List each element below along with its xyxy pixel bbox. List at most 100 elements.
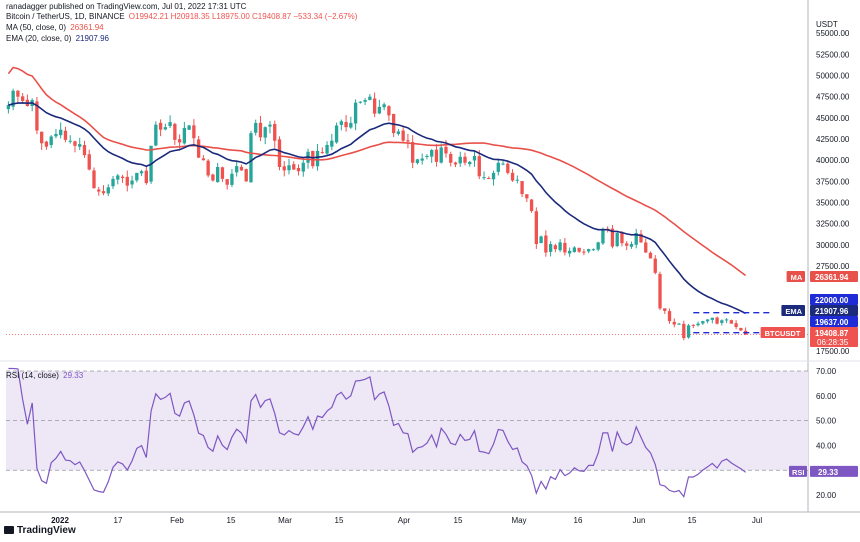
candle-body bbox=[501, 163, 505, 165]
candle-body bbox=[577, 247, 581, 252]
candle-body bbox=[658, 273, 662, 309]
candle-body bbox=[116, 175, 120, 180]
candle-body bbox=[154, 124, 158, 146]
price-axis-countdown: 06:28:35 bbox=[817, 338, 849, 347]
ema-legend-label: EMA (20, close, 0) bbox=[6, 34, 72, 43]
rsi-axis-badge bbox=[810, 465, 858, 477]
candle-body bbox=[63, 130, 68, 140]
price-tick-label: 37500.00 bbox=[816, 177, 850, 186]
candle-body bbox=[591, 249, 596, 251]
price-tick-label: 35000.00 bbox=[816, 199, 850, 208]
candle-body bbox=[6, 105, 11, 110]
candle-body bbox=[477, 156, 481, 177]
candle-body bbox=[353, 102, 358, 124]
candle-body bbox=[144, 170, 148, 184]
indicator-tag bbox=[781, 305, 805, 316]
candle-body bbox=[196, 139, 201, 158]
candle-body bbox=[686, 325, 691, 338]
candle-body bbox=[496, 162, 500, 172]
candle-body bbox=[453, 162, 458, 165]
time-tick-label: Apr bbox=[398, 516, 411, 525]
candle-body bbox=[215, 166, 220, 183]
candle-body bbox=[691, 324, 695, 326]
candle-body bbox=[634, 233, 638, 245]
candle-body bbox=[173, 123, 177, 140]
candle-body bbox=[458, 156, 462, 164]
candle-body bbox=[653, 258, 657, 273]
price-axis-badge bbox=[810, 327, 858, 347]
candle-body bbox=[330, 140, 334, 147]
price-axis-badge-value: 21907.96 bbox=[815, 307, 849, 316]
candle-body bbox=[244, 169, 248, 182]
ma-legend-value: 26361.94 bbox=[70, 23, 104, 32]
candle-body bbox=[548, 244, 553, 252]
rsi-line bbox=[8, 367, 746, 499]
candle-body bbox=[206, 160, 210, 176]
indicator-tag-label: BTCUSDT bbox=[765, 329, 801, 338]
candle-body bbox=[372, 98, 377, 114]
candle-body bbox=[696, 323, 700, 326]
candle-body bbox=[434, 149, 439, 162]
candle-body bbox=[163, 127, 168, 130]
candle-body bbox=[11, 90, 15, 107]
candle-body bbox=[59, 129, 63, 136]
price-axis-badge-value: 26361.94 bbox=[815, 273, 849, 282]
candle-body bbox=[449, 154, 453, 163]
ema-20-line bbox=[8, 102, 746, 315]
candle-body bbox=[482, 177, 486, 179]
rsi-tag bbox=[789, 465, 807, 477]
candle-body bbox=[73, 141, 77, 146]
candle-body bbox=[382, 104, 386, 108]
candle-body bbox=[444, 146, 448, 154]
rsi-legend: RSI (14, close) 29.33 bbox=[6, 371, 83, 380]
ema-legend: EMA (20, close, 0) 21907.96 bbox=[6, 34, 109, 43]
candle-body bbox=[472, 155, 477, 161]
price-tick-label: 47500.00 bbox=[816, 93, 850, 102]
candle-body bbox=[387, 106, 391, 116]
candle-body bbox=[363, 100, 367, 102]
candle-body bbox=[158, 122, 163, 130]
price-axis-badge-value: 22000.00 bbox=[815, 296, 849, 305]
rsi-tick-label: 20.00 bbox=[816, 491, 837, 500]
candle-body bbox=[430, 150, 434, 157]
candle-body bbox=[572, 247, 577, 253]
candle-body bbox=[315, 150, 320, 167]
candle-body bbox=[254, 122, 258, 133]
candle-body bbox=[644, 242, 648, 253]
rsi-legend-label: RSI (14, close) bbox=[6, 371, 59, 380]
ohlc-values: O19942.21 H20918.35 L18975.00 C19408.87 … bbox=[128, 12, 358, 21]
price-tick-label: 45000.00 bbox=[816, 114, 850, 123]
tradingview-brand: TradingView bbox=[17, 525, 76, 536]
time-tick-label: 17 bbox=[114, 516, 123, 525]
candle-body bbox=[396, 131, 401, 134]
candle-body bbox=[620, 232, 624, 244]
candle-body bbox=[667, 311, 672, 322]
candle-body bbox=[586, 249, 591, 252]
candle-body bbox=[368, 96, 372, 101]
candle-body bbox=[106, 187, 110, 194]
candle-body bbox=[120, 176, 125, 178]
candle-body bbox=[177, 139, 182, 143]
time-tick-label: Feb bbox=[170, 516, 184, 525]
candle-body bbox=[125, 176, 129, 186]
rsi-tick-label: 50.00 bbox=[816, 417, 837, 426]
candle-body bbox=[677, 323, 681, 325]
rsi-tag-label: RSI bbox=[792, 468, 805, 477]
candle-body bbox=[539, 236, 543, 244]
candle-body bbox=[377, 106, 382, 114]
candle-body bbox=[20, 96, 25, 101]
price-tick-label: 55000.00 bbox=[816, 29, 850, 38]
price-axis-badge bbox=[810, 294, 858, 305]
time-tick-label: 2022 bbox=[51, 516, 69, 525]
price-tick-label: 32500.00 bbox=[816, 220, 850, 229]
candle-body bbox=[82, 145, 87, 156]
candle-body bbox=[510, 172, 515, 181]
candle-body bbox=[292, 164, 296, 170]
candle-body bbox=[491, 172, 496, 180]
rsi-tick-label: 60.00 bbox=[816, 392, 837, 401]
currency-label: USDT bbox=[816, 20, 838, 29]
ma-legend-label: MA (50, close, 0) bbox=[6, 23, 67, 32]
candle-body bbox=[68, 140, 72, 142]
candle-body bbox=[192, 125, 196, 139]
price-axis-badge-value: 19637.00 bbox=[815, 318, 849, 327]
